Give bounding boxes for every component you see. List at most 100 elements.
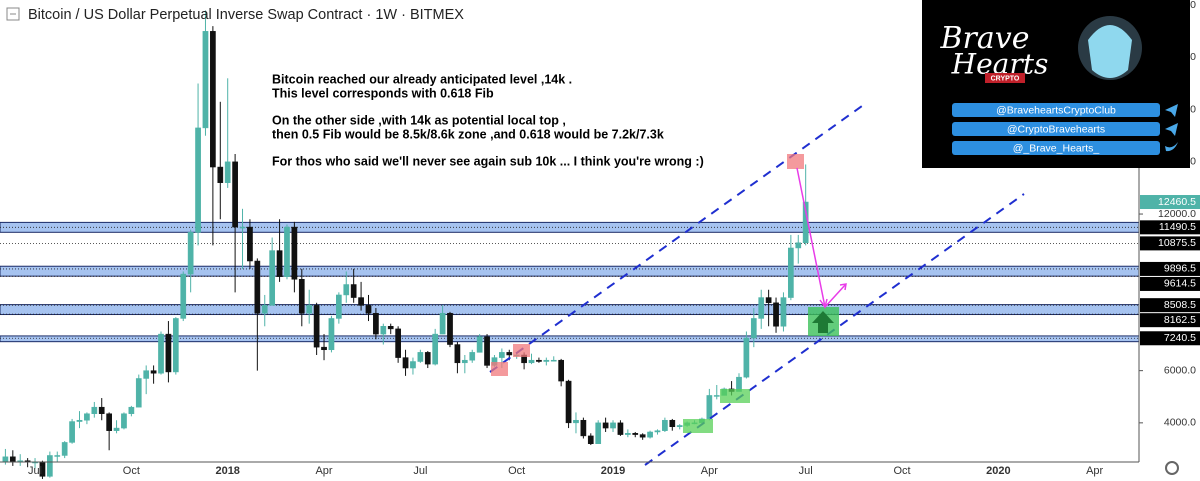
zones: [0, 221, 1140, 343]
annotation-text: This level corresponds with 0.618 Fib: [272, 86, 494, 100]
candle-body: [484, 336, 490, 366]
price-label: 12460.5: [1158, 196, 1196, 208]
candle-body: [662, 419, 668, 431]
x-tick-label: Apr: [701, 465, 718, 477]
candle-body: [439, 312, 446, 335]
support-zone: [0, 304, 1140, 316]
candle-body: [261, 305, 268, 314]
candle-body: [269, 250, 276, 306]
candle-body: [624, 433, 631, 435]
candle-body: [713, 395, 720, 397]
candle-body: [610, 422, 616, 429]
candle-body: [328, 318, 335, 351]
x-tick-label: Jul: [413, 465, 427, 477]
candle-body: [365, 305, 372, 314]
candle-body: [765, 297, 772, 304]
candle-body: [239, 226, 246, 229]
candle-body: [773, 302, 779, 327]
candle-body: [158, 333, 164, 374]
price-label-box: [1140, 276, 1200, 291]
candle-body: [432, 333, 439, 365]
candle-body: [180, 273, 187, 319]
candle-body: [217, 166, 224, 183]
price-label-box: [1140, 261, 1200, 276]
candle-body: [121, 413, 127, 429]
candle-body: [743, 337, 750, 378]
candle-body: [350, 284, 357, 298]
y-tick-label: 6000.0: [1164, 364, 1196, 376]
candle-body: [165, 333, 172, 373]
support-zone: [0, 221, 1140, 233]
candle-body: [313, 305, 320, 348]
candle-body: [536, 359, 542, 362]
candle-body: [528, 359, 535, 364]
candle-body: [373, 312, 379, 335]
x-tick-label: Oct: [893, 465, 910, 477]
candle-body: [2, 456, 9, 463]
candle-body: [321, 346, 327, 351]
price-label: 8162.5: [1164, 314, 1196, 326]
x-tick-label: 2020: [986, 465, 1010, 477]
candle-body: [210, 31, 216, 168]
candle-body: [780, 297, 787, 327]
candle-body: [410, 361, 416, 369]
green-box: [683, 419, 713, 433]
candle-body: [454, 344, 461, 364]
candle-body: [758, 297, 765, 319]
candle-body: [654, 430, 661, 433]
candle-body: [424, 352, 431, 365]
candle-body: [647, 431, 653, 438]
candle-body: [343, 284, 350, 296]
candle-body: [395, 328, 401, 358]
candle-body: [795, 242, 802, 249]
candle-body: [54, 455, 61, 457]
annotation-text: Bitcoin reached our already anticipated …: [272, 72, 572, 86]
brand-name: Brave: [940, 21, 1030, 56]
price-label: 7240.5: [1164, 332, 1196, 344]
candle-body: [336, 294, 342, 319]
candle-body: [84, 413, 90, 421]
candle-body: [461, 359, 468, 364]
candle-body: [506, 352, 513, 356]
candle-body: [143, 370, 150, 379]
red-box: [787, 154, 804, 169]
candle-body: [447, 312, 453, 345]
candle-body: [9, 456, 16, 463]
candle-body: [47, 455, 53, 477]
settings-icon[interactable]: [1165, 461, 1179, 475]
price-label: 9614.5: [1164, 278, 1196, 290]
candle-body: [476, 336, 483, 353]
arrow-head: [819, 298, 828, 309]
candle-body: [172, 318, 179, 373]
candle-body: [573, 419, 579, 424]
x-tick-label: Oct: [508, 465, 525, 477]
x-tick-label: Jul: [28, 465, 42, 477]
red-box: [513, 344, 530, 357]
candle-body: [91, 406, 98, 414]
candle-body: [499, 352, 505, 358]
x-tick-label: Apr: [1086, 465, 1103, 477]
candle-body: [602, 422, 609, 429]
candle-body: [76, 419, 83, 422]
candle-body: [150, 370, 157, 374]
social-pill: [952, 103, 1160, 117]
telegram-icon: [1165, 104, 1178, 117]
symbol-title: Bitcoin / US Dollar Perpetual Inverse Sw…: [28, 7, 464, 23]
candle-body: [106, 413, 112, 431]
y-tick-label: 4000.0: [1164, 417, 1196, 429]
support-zone: [0, 265, 1140, 277]
candle-body: [284, 226, 290, 277]
telegram-icon: [1165, 123, 1178, 136]
candle-body: [187, 232, 194, 275]
candle-body: [469, 352, 476, 361]
candles: [2, 10, 809, 479]
candle-body: [291, 226, 298, 280]
candle-body: [69, 421, 75, 443]
candle-body: [128, 406, 135, 414]
collapse-icon[interactable]: [6, 7, 20, 21]
social-handle: @BraveheartsCryptoClub: [996, 104, 1116, 116]
candle-body: [550, 359, 557, 362]
candle-body: [232, 161, 238, 228]
candle-body: [632, 433, 639, 435]
